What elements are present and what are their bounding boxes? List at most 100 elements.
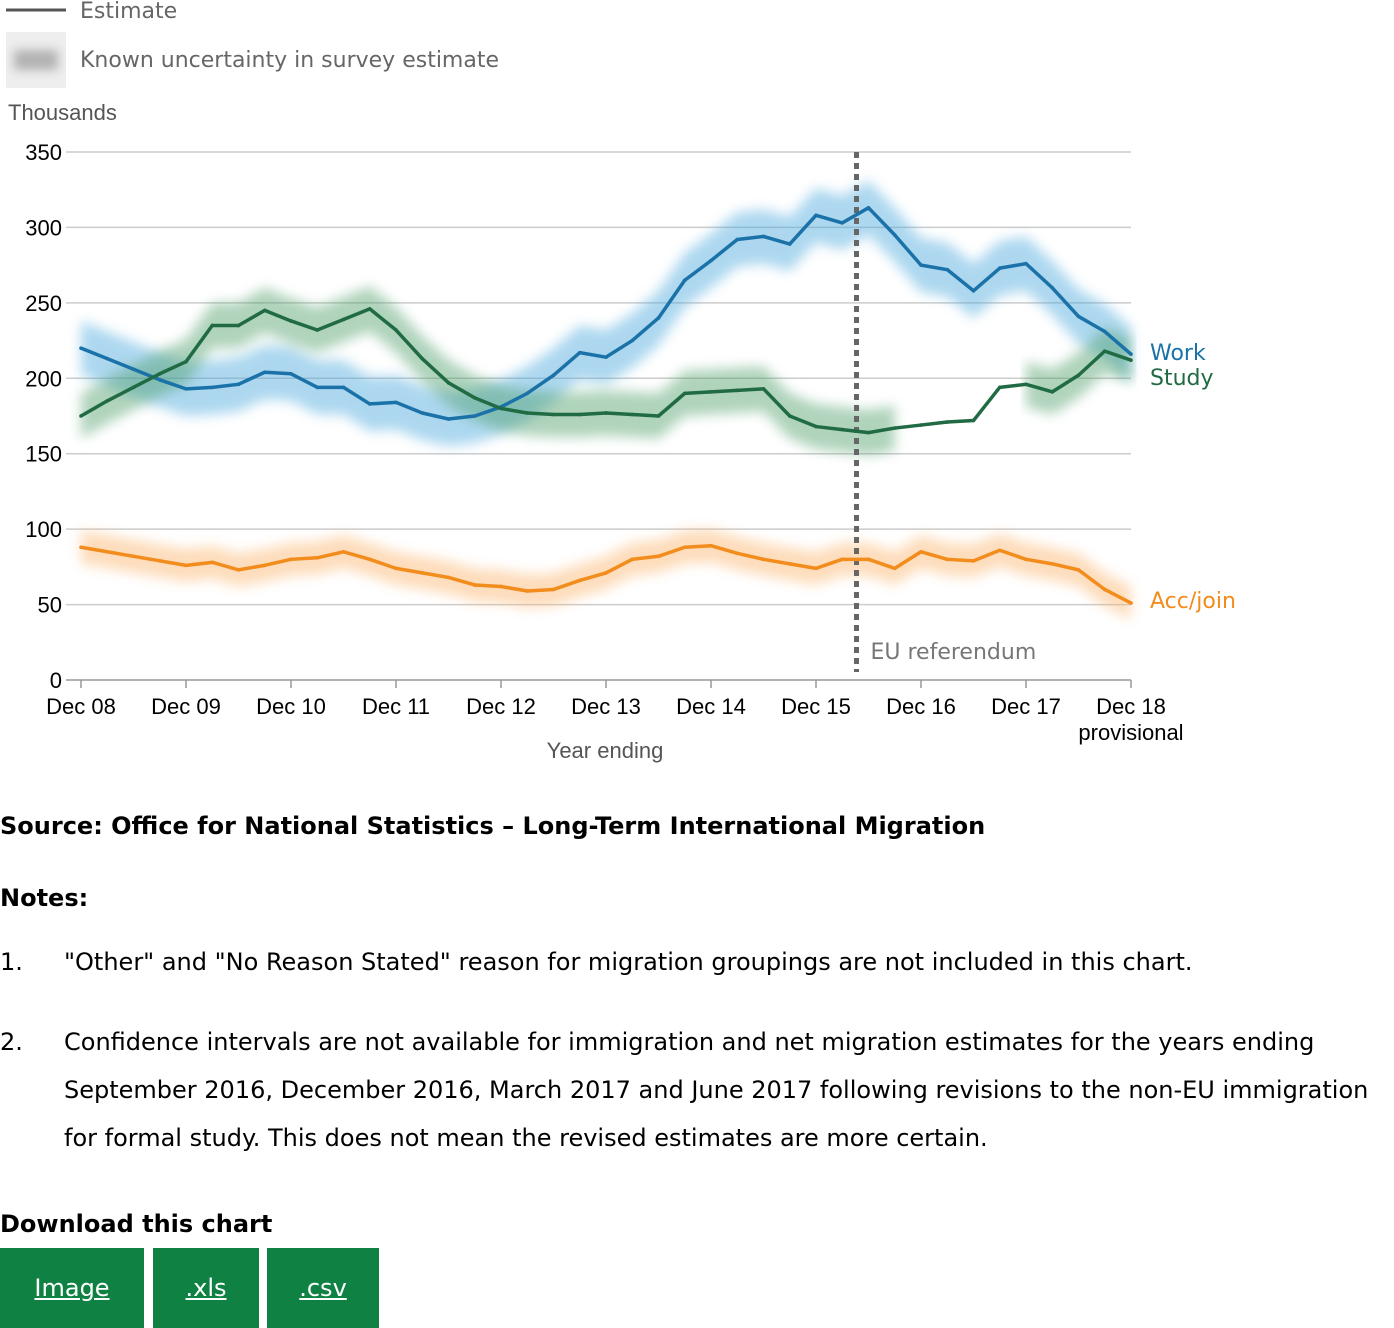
data-point — [499, 584, 503, 589]
legend-uncertainty-label: Known uncertainty in survey estimate — [80, 48, 499, 73]
y-tick-label: 100 — [25, 517, 62, 542]
uncertainty-band — [81, 180, 1131, 447]
data-point — [157, 371, 162, 376]
data-point — [1024, 557, 1028, 562]
y-tick-label: 250 — [25, 291, 62, 316]
data-point — [1024, 382, 1028, 387]
data-point — [1076, 314, 1081, 319]
uncertainty-bands — [81, 180, 1131, 620]
data-point — [630, 557, 635, 562]
data-point — [787, 242, 792, 246]
data-point — [709, 543, 713, 548]
data-point — [184, 359, 188, 364]
data-point — [184, 563, 188, 568]
data-point — [971, 418, 976, 423]
data-point — [761, 387, 766, 391]
data-point — [1102, 587, 1107, 592]
data-point — [525, 391, 530, 396]
data-point — [79, 414, 83, 418]
data-point — [1129, 352, 1133, 356]
data-point — [866, 557, 871, 562]
y-tick-label: 300 — [25, 215, 62, 240]
data-point — [945, 267, 950, 272]
data-point — [105, 399, 110, 403]
data-point — [892, 426, 897, 430]
data-point — [341, 317, 346, 322]
data-point — [1129, 601, 1133, 605]
x-tick-label: Dec 18 — [1096, 694, 1166, 719]
data-point — [814, 213, 818, 218]
data-point — [840, 427, 845, 432]
x-tick-sublabel: provisional — [1078, 720, 1183, 745]
data-point — [289, 557, 293, 562]
data-point — [840, 221, 845, 225]
data-point — [1129, 358, 1133, 362]
data-point — [577, 578, 582, 583]
data-point — [499, 406, 503, 411]
data-point — [814, 566, 818, 571]
data-point — [472, 396, 477, 400]
data-point — [131, 367, 136, 372]
data-point — [105, 356, 110, 361]
data-point — [551, 587, 556, 592]
x-tick-label: Dec 12 — [466, 694, 536, 719]
data-point — [761, 234, 766, 239]
series-label: Acc/join — [1150, 589, 1236, 614]
data-point — [262, 308, 267, 313]
data-point — [656, 414, 661, 418]
data-point — [945, 420, 950, 424]
note-number: 2. — [0, 1028, 23, 1056]
data-point — [709, 258, 713, 263]
uncertainty-band — [81, 286, 895, 456]
data-point — [394, 328, 398, 332]
chart: Estimate Known uncertainty in survey est… — [6, 0, 1236, 763]
data-point — [630, 412, 635, 417]
data-point — [840, 557, 845, 562]
series-lines — [79, 206, 1133, 605]
x-tick-label: Dec 13 — [571, 694, 641, 719]
data-point — [604, 571, 608, 575]
reference-line-group: EU referendum — [854, 152, 1036, 672]
data-point — [919, 423, 923, 427]
note-item: 2. Confidence intervals are not availabl… — [0, 1018, 1394, 1162]
data-point — [367, 307, 372, 311]
y-tick-label: 0 — [50, 668, 62, 693]
data-point — [236, 382, 241, 387]
data-point — [971, 559, 976, 563]
data-point — [236, 568, 241, 572]
data-point — [577, 412, 582, 417]
y-tick-label: 150 — [25, 442, 62, 467]
download-image-button[interactable]: Image — [0, 1248, 144, 1328]
data-point — [289, 371, 293, 376]
data-point — [1024, 261, 1028, 266]
data-point — [761, 557, 766, 562]
data-point — [472, 414, 477, 418]
y-axis-title: Thousands — [8, 100, 117, 125]
data-point — [315, 328, 320, 332]
x-tick-label: Dec 15 — [781, 694, 851, 719]
data-point — [262, 563, 267, 568]
data-point — [315, 385, 320, 390]
data-point — [367, 402, 372, 406]
data-point — [735, 551, 740, 556]
data-point — [525, 589, 530, 593]
data-point — [814, 424, 818, 429]
note-number: 1. — [0, 948, 23, 976]
download-csv-button[interactable]: .csv — [267, 1248, 379, 1328]
download-xls-button[interactable]: .xls — [153, 1248, 259, 1328]
data-point — [131, 385, 136, 390]
x-tick-label: Dec 16 — [886, 694, 956, 719]
data-point — [735, 237, 740, 242]
data-point — [525, 411, 530, 415]
download-title: Download this chart — [0, 1210, 273, 1238]
legend: Estimate Known uncertainty in survey est… — [6, 0, 499, 88]
data-point — [157, 377, 162, 382]
data-point — [210, 323, 215, 328]
data-point — [1076, 373, 1081, 378]
x-tick-label: Dec 14 — [676, 694, 746, 719]
y-tick-label: 50 — [38, 593, 62, 618]
data-point — [1050, 390, 1055, 394]
data-point — [682, 545, 687, 550]
data-point — [184, 387, 188, 391]
